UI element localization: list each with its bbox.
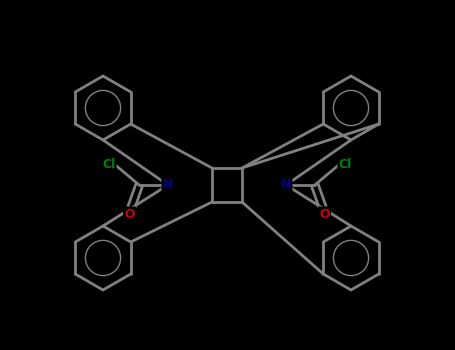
Text: N: N [163, 178, 173, 191]
Text: O: O [319, 208, 330, 221]
Text: Cl: Cl [102, 158, 115, 171]
Text: O: O [124, 208, 135, 221]
Text: N: N [281, 178, 291, 191]
Text: Cl: Cl [339, 158, 352, 171]
